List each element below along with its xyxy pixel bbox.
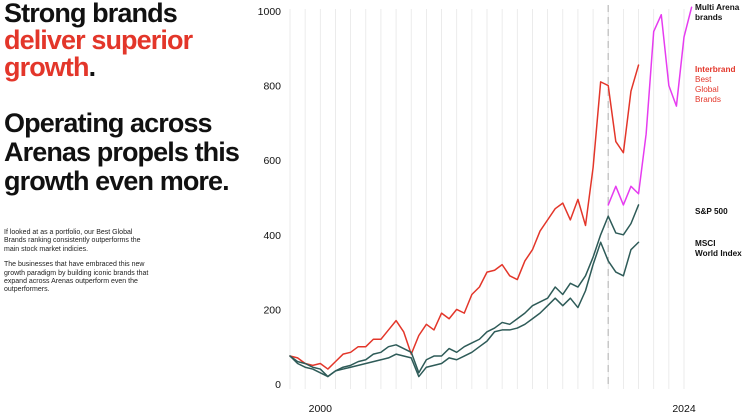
x-tick-label-2024: 2024 — [672, 403, 696, 415]
subhead-line-1: Operating across — [4, 108, 213, 138]
x-tick-label-2000: 2000 — [309, 403, 333, 415]
headline-line-3: growth. — [4, 54, 254, 81]
series-label-1-line-3: Brands — [695, 95, 721, 104]
series-line-3 — [289, 241, 640, 378]
y-tick-label-800: 800 — [263, 81, 281, 93]
series-label-1-line-2: Global — [695, 85, 719, 94]
series-label-1-line-1: Best — [695, 75, 712, 84]
body-text: If looked at as a portfolio, our Best Gl… — [4, 229, 156, 295]
headline-line-2: deliver superior — [4, 25, 193, 55]
y-tick-label-200: 200 — [263, 304, 281, 316]
body-paragraph-2: The businesses that have embraced this n… — [4, 261, 149, 294]
y-tick-label-600: 600 — [263, 155, 281, 167]
series-label-2-line-0: S&P 500 — [695, 207, 728, 216]
y-tick-label-1000: 1000 — [258, 6, 282, 18]
series-label-3-line-0: MSCI — [695, 239, 715, 248]
chart-series — [289, 6, 693, 378]
chart-grid — [289, 5, 685, 389]
series-label-0-line-0: Multi Arena — [695, 3, 740, 12]
text-panel: Strong brands deliver superior growth. O… — [4, 0, 254, 302]
subhead-line-3: growth even more. — [4, 166, 230, 196]
series-label-0-line-1: brands — [695, 13, 723, 22]
headline-line-1: Strong brands — [4, 0, 178, 28]
series-label-1-line-0: Interbrand — [695, 65, 736, 74]
headline-line-3-red: growth — [4, 52, 89, 82]
y-tick-label-0: 0 — [275, 379, 281, 391]
headline-period: . — [88, 52, 96, 82]
headline: Strong brands deliver superior growth. — [4, 0, 254, 81]
series-line-1 — [289, 64, 640, 370]
series-label-3-line-1: World Index — [695, 249, 742, 258]
series-line-2 — [289, 204, 640, 378]
subheadline: Operating across Arenas propels this gro… — [4, 109, 254, 196]
series-line-0 — [607, 6, 693, 206]
body-paragraph-1: If looked at as a portfolio, our Best Gl… — [4, 229, 141, 253]
y-tick-label-400: 400 — [263, 230, 281, 242]
subhead-line-2: Arenas propels this — [4, 137, 240, 167]
chart-axes: 0 200 400 600 800 1000 2000 2024 — [258, 6, 696, 415]
